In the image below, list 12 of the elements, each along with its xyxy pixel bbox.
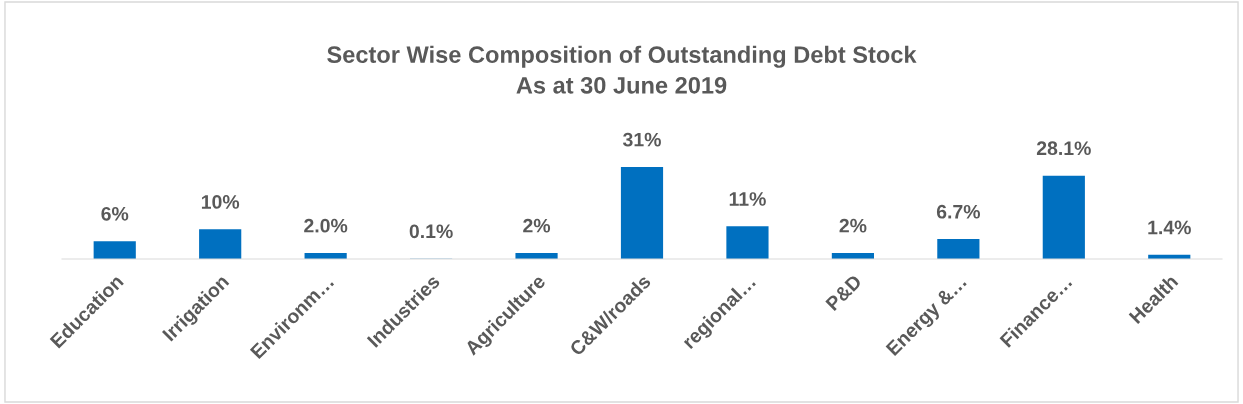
data-label: 6%	[101, 206, 129, 221]
chart-title: Sector Wise Composition of Outstanding Debt Stock As at 30 June 2019	[327, 45, 917, 94]
data-label: 0.1%	[409, 224, 453, 239]
data-label: 2.0%	[304, 218, 348, 233]
data-label: 10%	[201, 195, 240, 209]
data-label: 2%	[839, 218, 867, 233]
data-label: 2%	[523, 218, 551, 233]
data-label: 31%	[622, 132, 661, 147]
data-label: 1.4%	[1148, 220, 1191, 235]
data-label: 28.1%	[1036, 141, 1091, 156]
data-label: 11%	[729, 192, 766, 206]
data-label: 6.7%	[936, 204, 981, 219]
